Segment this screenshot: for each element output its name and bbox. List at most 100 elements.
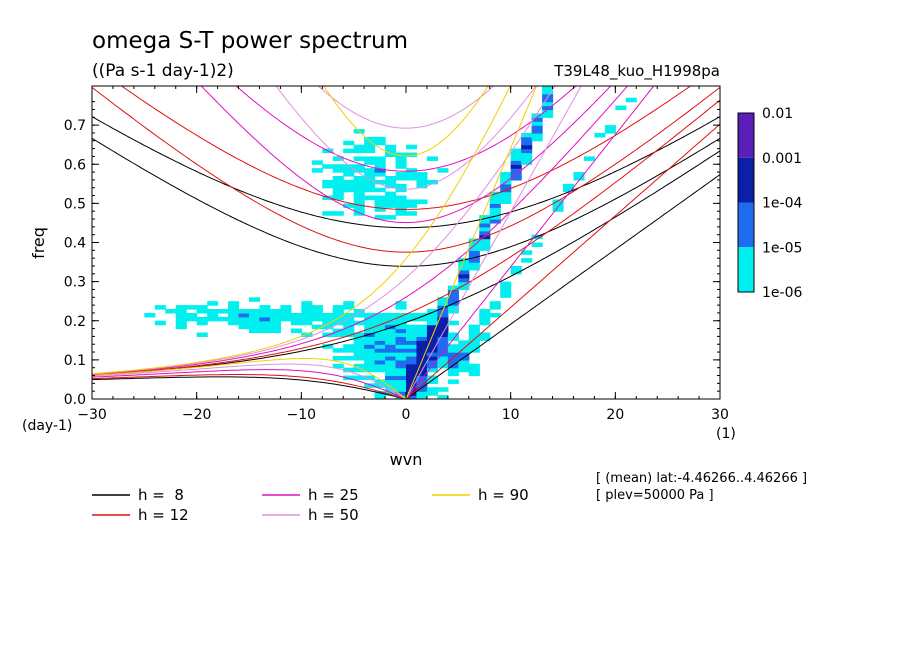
power-cell: [458, 359, 470, 365]
power-cell: [364, 355, 376, 361]
power-cell: [468, 371, 480, 377]
power-cell: [406, 312, 418, 318]
power-cell: [374, 363, 386, 369]
power-cell: [301, 320, 313, 326]
power-cell: [374, 195, 386, 201]
power-cell: [468, 254, 480, 259]
power-cell: [353, 336, 365, 341]
x-tick-label: 20: [606, 407, 624, 423]
power-cell: [531, 132, 543, 138]
power-cell: [374, 172, 386, 177]
legend-label: h = 12: [138, 506, 189, 524]
power-cell: [531, 136, 543, 142]
power-cell: [416, 379, 428, 384]
power-cell: [280, 316, 292, 322]
power-cell: [489, 199, 501, 204]
power-cell: [531, 117, 543, 122]
power-cell: [353, 367, 365, 373]
dispersion-curve: [92, 363, 407, 399]
colorbar: 0.01 0.001 1e-04 1e-05 1e-06: [737, 106, 802, 301]
power-cell: [395, 187, 407, 193]
x-tick-label: −30: [77, 407, 107, 423]
power-cell: [343, 355, 355, 361]
colorbar-swatch: [738, 202, 754, 248]
power-cell: [332, 191, 344, 197]
power-cell: [406, 375, 418, 381]
power-cell: [416, 316, 428, 322]
power-cell: [406, 367, 418, 373]
power-cell: [385, 355, 397, 361]
power-cell: [385, 152, 397, 158]
power-cell: [416, 355, 428, 361]
power-cell: [290, 328, 302, 334]
power-cell: [343, 203, 355, 208]
power-cell: [175, 305, 187, 310]
power-cell: [353, 344, 365, 349]
power-cell: [353, 207, 365, 212]
power-cell: [437, 305, 449, 310]
power-cell: [374, 207, 386, 212]
run-label: T39L48_kuo_H1998pa: [553, 62, 720, 81]
power-cell: [468, 340, 480, 345]
x-tick-label: 30: [711, 407, 729, 423]
power-cell: [416, 336, 428, 341]
power-cell: [353, 164, 365, 169]
power-cell: [343, 148, 355, 154]
power-cell: [500, 289, 512, 294]
x-axis-label: wvn: [390, 450, 423, 469]
power-cell: [238, 309, 250, 314]
power-cell: [175, 320, 187, 326]
power-cell: [364, 183, 376, 189]
dispersion-curve: [92, 374, 407, 399]
power-cell: [437, 395, 449, 399]
colorbar-swatch: [738, 247, 754, 292]
power-cell: [426, 316, 438, 322]
power-cell: [447, 352, 459, 357]
power-cell: [542, 113, 554, 118]
power-cell: [343, 328, 355, 334]
y-tick-label: 0.3: [64, 275, 86, 291]
power-cell: [353, 332, 365, 337]
power-cell: [406, 340, 418, 345]
power-cell: [364, 195, 376, 201]
power-cell: [583, 156, 595, 161]
power-cell: [374, 383, 386, 388]
power-cell: [479, 336, 491, 341]
power-cell: [322, 312, 334, 318]
power-cell: [332, 156, 344, 161]
power-cell: [259, 324, 271, 330]
power-cell: [280, 309, 292, 314]
power-cell: [594, 132, 606, 138]
chart-subtitle: ((Pa s-1 day-1)2): [92, 61, 234, 81]
power-cell: [290, 320, 302, 326]
power-cell: [374, 140, 386, 146]
power-cell: [542, 105, 554, 111]
power-cell: [343, 348, 355, 353]
power-cell: [447, 293, 459, 298]
power-cell: [406, 199, 418, 204]
power-cell: [500, 285, 512, 291]
power-cell: [479, 309, 491, 314]
power-cell: [489, 305, 501, 310]
power-cell: [364, 352, 376, 357]
power-cell: [269, 324, 281, 330]
power-cell: [374, 395, 386, 399]
power-cell: [322, 344, 334, 349]
power-cell: [353, 211, 365, 216]
power-cell: [468, 258, 480, 263]
power-cell: [301, 316, 313, 322]
y-axis: 0.0 0.1 0.2 0.3 0.4 0.5 0.6 0.7: [64, 101, 720, 408]
y-tick-label: 0.0: [64, 392, 86, 408]
power-cell: [322, 316, 334, 322]
dispersion-curve: [405, 86, 655, 399]
power-cell: [395, 324, 407, 330]
power-cell: [552, 203, 564, 208]
power-cell: [437, 387, 449, 392]
power-cell: [385, 316, 397, 322]
power-cell: [332, 168, 344, 173]
power-cell: [510, 148, 522, 154]
power-cell: [332, 355, 344, 361]
power-cell: [406, 395, 418, 399]
power-cell: [468, 265, 480, 271]
dispersion-curve: [92, 137, 720, 267]
